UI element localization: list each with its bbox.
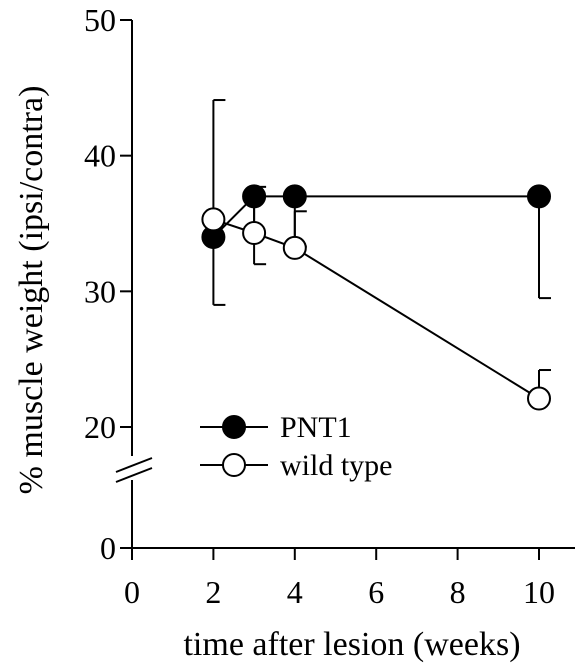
wild-type-point (242, 220, 267, 245)
data-points (201, 184, 551, 411)
y-tick-label: 20 (84, 409, 116, 445)
legend-pnt1-label: PNT1 (280, 411, 352, 444)
y-axis-label: % muscle weight (ipsi/contra) (13, 86, 50, 495)
y-axis: 0 20 30 40 50 (84, 2, 153, 566)
x-axis: 0 2 4 6 8 10 (124, 547, 575, 610)
y-tick-label: 40 (84, 138, 116, 174)
legend: PNT1 wild type (200, 411, 393, 482)
y-tick-label: 50 (84, 2, 116, 38)
pnt1-point (282, 184, 307, 209)
axis-break-mark-lower (115, 467, 153, 483)
y-tick-label: 30 (84, 273, 116, 309)
x-tick-label: 8 (450, 574, 466, 610)
wild-type-point (527, 386, 551, 411)
wild-type-point (282, 235, 307, 260)
x-tick-label: 4 (287, 574, 303, 610)
x-tick-label: 10 (523, 574, 555, 610)
x-tick-label: 6 (368, 574, 384, 610)
wild-type-line (213, 218, 540, 400)
x-axis-label: time after lesion (weeks) (183, 626, 520, 663)
pnt1-point (242, 184, 267, 209)
wild-type-point (201, 207, 226, 232)
x-tick-label: 2 (205, 574, 221, 610)
x-tick-label: 0 (124, 574, 140, 610)
legend-pnt1-marker (222, 415, 246, 439)
y-tick-label: 0 (100, 530, 116, 566)
series-lines (212, 195, 540, 400)
pnt1-line (212, 195, 539, 238)
axis-break-mark-upper (115, 457, 153, 473)
error-bars (212, 99, 551, 399)
legend-wild-type-label: wild type (280, 449, 393, 482)
pnt1-point (527, 184, 551, 209)
legend-wild-type-marker (222, 453, 246, 477)
